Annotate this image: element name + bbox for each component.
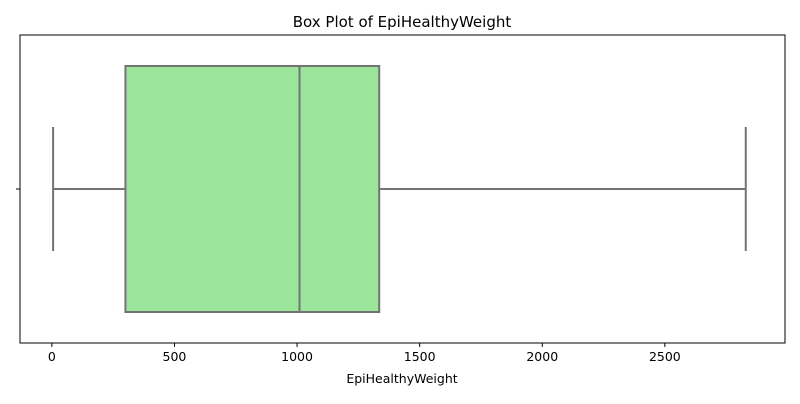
iqr-box [124,65,381,313]
x-axis: 0 500 1000 1500 2000 2500 [48,343,681,364]
chart-title: Box Plot of EpiHealthyWeight [293,13,512,31]
x-tick-label-0: 0 [48,349,56,364]
x-tick-label-500: 500 [163,349,187,364]
x-tick-label-2000: 2000 [526,349,558,364]
x-tick-label-1500: 1500 [404,349,436,364]
x-axis-label: EpiHealthyWeight [346,371,457,386]
x-tick-label-1000: 1000 [281,349,313,364]
box-group [52,65,747,313]
x-tick-label-2500: 2500 [649,349,681,364]
